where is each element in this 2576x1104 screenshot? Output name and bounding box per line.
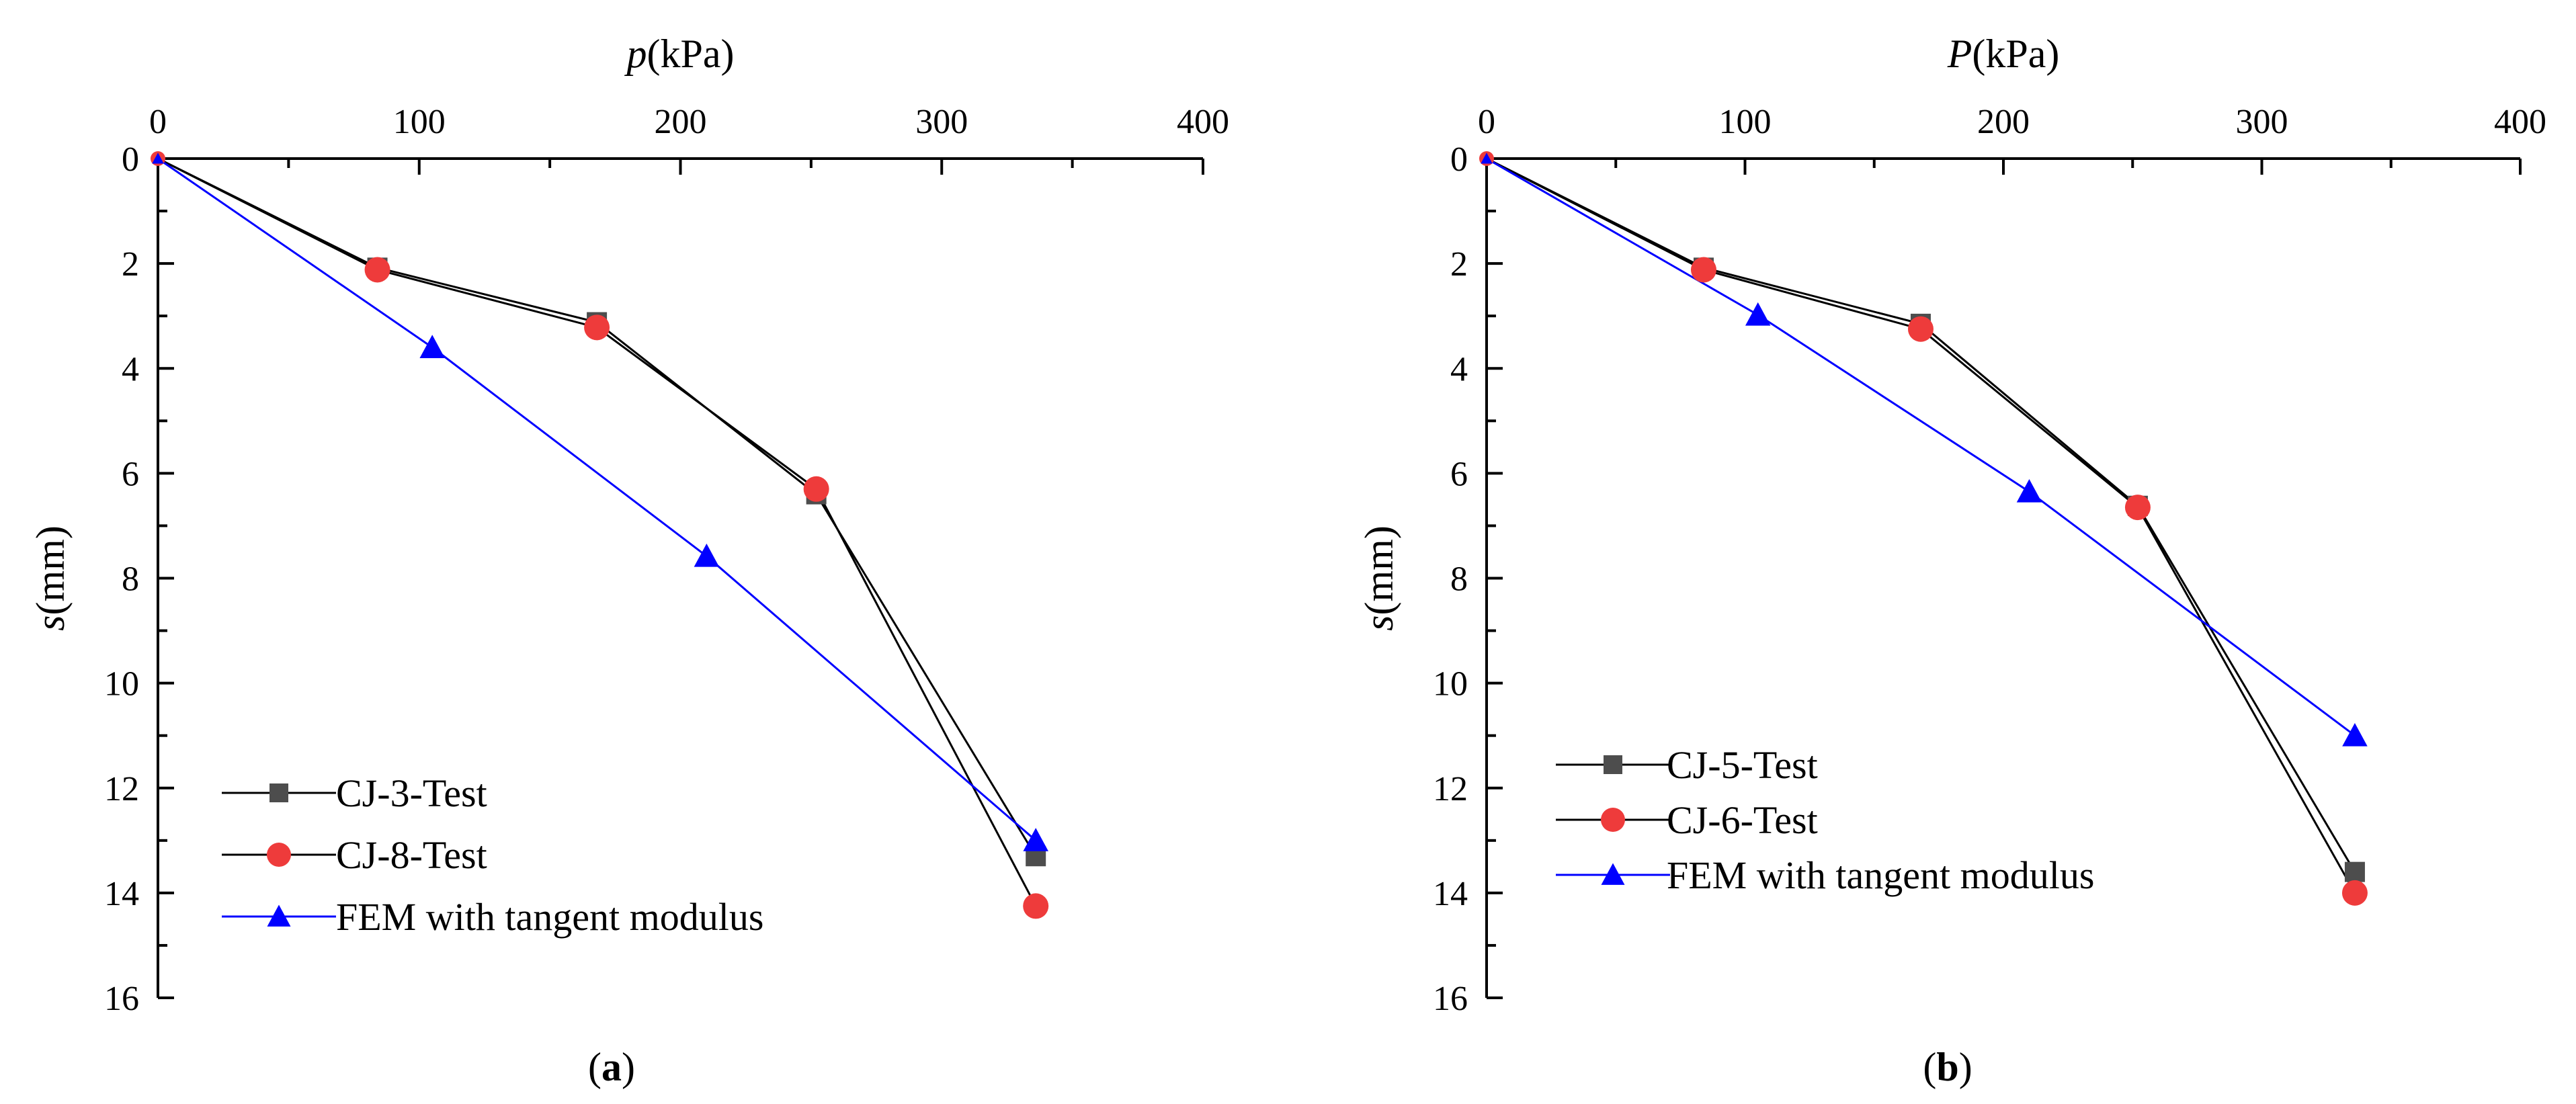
x-tick-label: 300 [915,103,968,141]
legend-entry: FEM with tangent modulus [222,895,763,939]
data-point-cj-8-test [364,257,390,283]
legend-label: CJ-8-Test [336,833,487,877]
panel-caption-b: (b) [1923,1045,1972,1089]
y-axis-title-symbol: s [28,615,73,630]
y-tick-label: 6 [122,455,139,493]
y-tick-label: 16 [1433,980,1468,1018]
data-point-cj-6-test [1690,257,1716,283]
x-tick-label: 400 [1177,103,1229,141]
x-axis-title-unit: (kPa) [1972,32,2059,76]
y-tick-label: 4 [1450,350,1468,388]
data-point-cj-6-test [2341,880,2368,906]
data-point-fem-with-tangent-modulus [419,335,445,358]
legend-entry: CJ-6-Test [1556,798,1818,842]
legend-entry: CJ-5-Test [1556,743,1818,787]
y-tick-label: 10 [1433,665,1468,704]
legend-marker [1601,808,1625,832]
y-tick-label: 10 [104,665,139,704]
y-axis-title: s(mm) [1357,525,1401,631]
legend-entry: FEM with tangent modulus [1556,853,2094,897]
legend-label: FEM with tangent modulus [1667,853,2094,897]
y-tick-label: 4 [122,350,139,388]
legend-label: CJ-3-Test [336,771,487,815]
data-point-cj-6-test [1907,316,1934,342]
data-point-cj-5-test [2344,861,2365,882]
series-line-cj-6-test [1486,157,2356,894]
data-point-fem-with-tangent-modulus [1745,302,1771,326]
legend-marker [1604,755,1622,774]
legend-label: CJ-6-Test [1667,798,1818,842]
y-tick-label: 6 [1450,455,1468,493]
chart-panel-b: 0 100 200 300 400 0 2 4 6 8 10 12 14 16 P(kPa) s(mm) CJ-… [1357,32,2546,1018]
x-tick-label: 300 [2236,103,2288,141]
x-tick-label: 0 [149,103,167,141]
data-point-cj-6-test [2124,495,2151,521]
data-point-cj-8-test [1023,893,1049,919]
y-tick-label: 8 [1450,560,1468,599]
legend-marker [1601,863,1625,885]
data-point-fem-with-tangent-modulus [152,153,164,164]
y-axis-title-unit: (mm) [1357,525,1401,615]
x-axis-title-symbol: p [624,32,647,76]
data-point-fem-with-tangent-modulus [1481,153,1493,164]
y-tick-label: 16 [104,980,139,1018]
series-line-fem-with-tangent-modulus [1486,157,2356,736]
legend-entry: CJ-3-Test [222,771,487,815]
y-tick-label: 14 [1433,875,1468,913]
data-point-fem-with-tangent-modulus [694,543,720,567]
y-tick-label: 12 [1433,770,1468,808]
x-tick-label: 0 [1478,103,1495,141]
data-point-cj-8-test [584,314,610,341]
series-line-fem-with-tangent-modulus [157,157,1037,841]
series-line-cj-8-test [157,157,1037,907]
legend-marker [267,904,291,927]
data-point-fem-with-tangent-modulus [2342,722,2368,747]
legend-label: FEM with tangent modulus [336,895,763,939]
x-axis-title: p(kPa) [624,32,735,76]
y-tick-label: 14 [104,875,139,913]
data-point-fem-with-tangent-modulus [1023,828,1048,851]
y-tick-label: 12 [104,770,139,808]
legend-label: CJ-5-Test [1667,743,1818,787]
legend-marker [267,843,291,867]
x-tick-label: 200 [655,103,707,141]
y-tick-label: 0 [122,140,139,179]
y-axis-title-symbol: s [1357,615,1401,630]
x-tick-label: 100 [393,103,446,141]
data-point-cj-8-test [803,476,829,502]
y-tick-label: 8 [122,560,139,599]
x-tick-label: 200 [1977,103,2030,141]
panel-caption-a: (a) [588,1045,635,1089]
x-axis-title: P(kPa) [1947,32,2060,76]
legend-marker [269,783,288,802]
y-axis-title-unit: (mm) [28,525,73,615]
y-tick-label: 2 [122,245,139,284]
panel-caption-b-letter: b [1936,1045,1958,1089]
y-tick-label: 2 [1450,245,1468,284]
chart-panel-a: 0 100 200 300 400 0 2 4 6 8 10 12 14 16 p(kPa) s(mm) CJ-… [28,32,1229,1018]
legend-entry: CJ-8-Test [222,833,487,877]
panel-caption-a-letter: a [601,1045,622,1089]
x-axis-title-symbol: P [1947,32,1972,76]
x-tick-label: 400 [2494,103,2546,141]
x-axis-title-unit: (kPa) [647,32,735,76]
series-line-cj-3-test [157,157,1037,857]
x-tick-label: 100 [1719,103,1772,141]
y-axis-title: s(mm) [28,525,73,631]
y-tick-label: 0 [1450,140,1468,179]
data-point-fem-with-tangent-modulus [2016,478,2042,503]
